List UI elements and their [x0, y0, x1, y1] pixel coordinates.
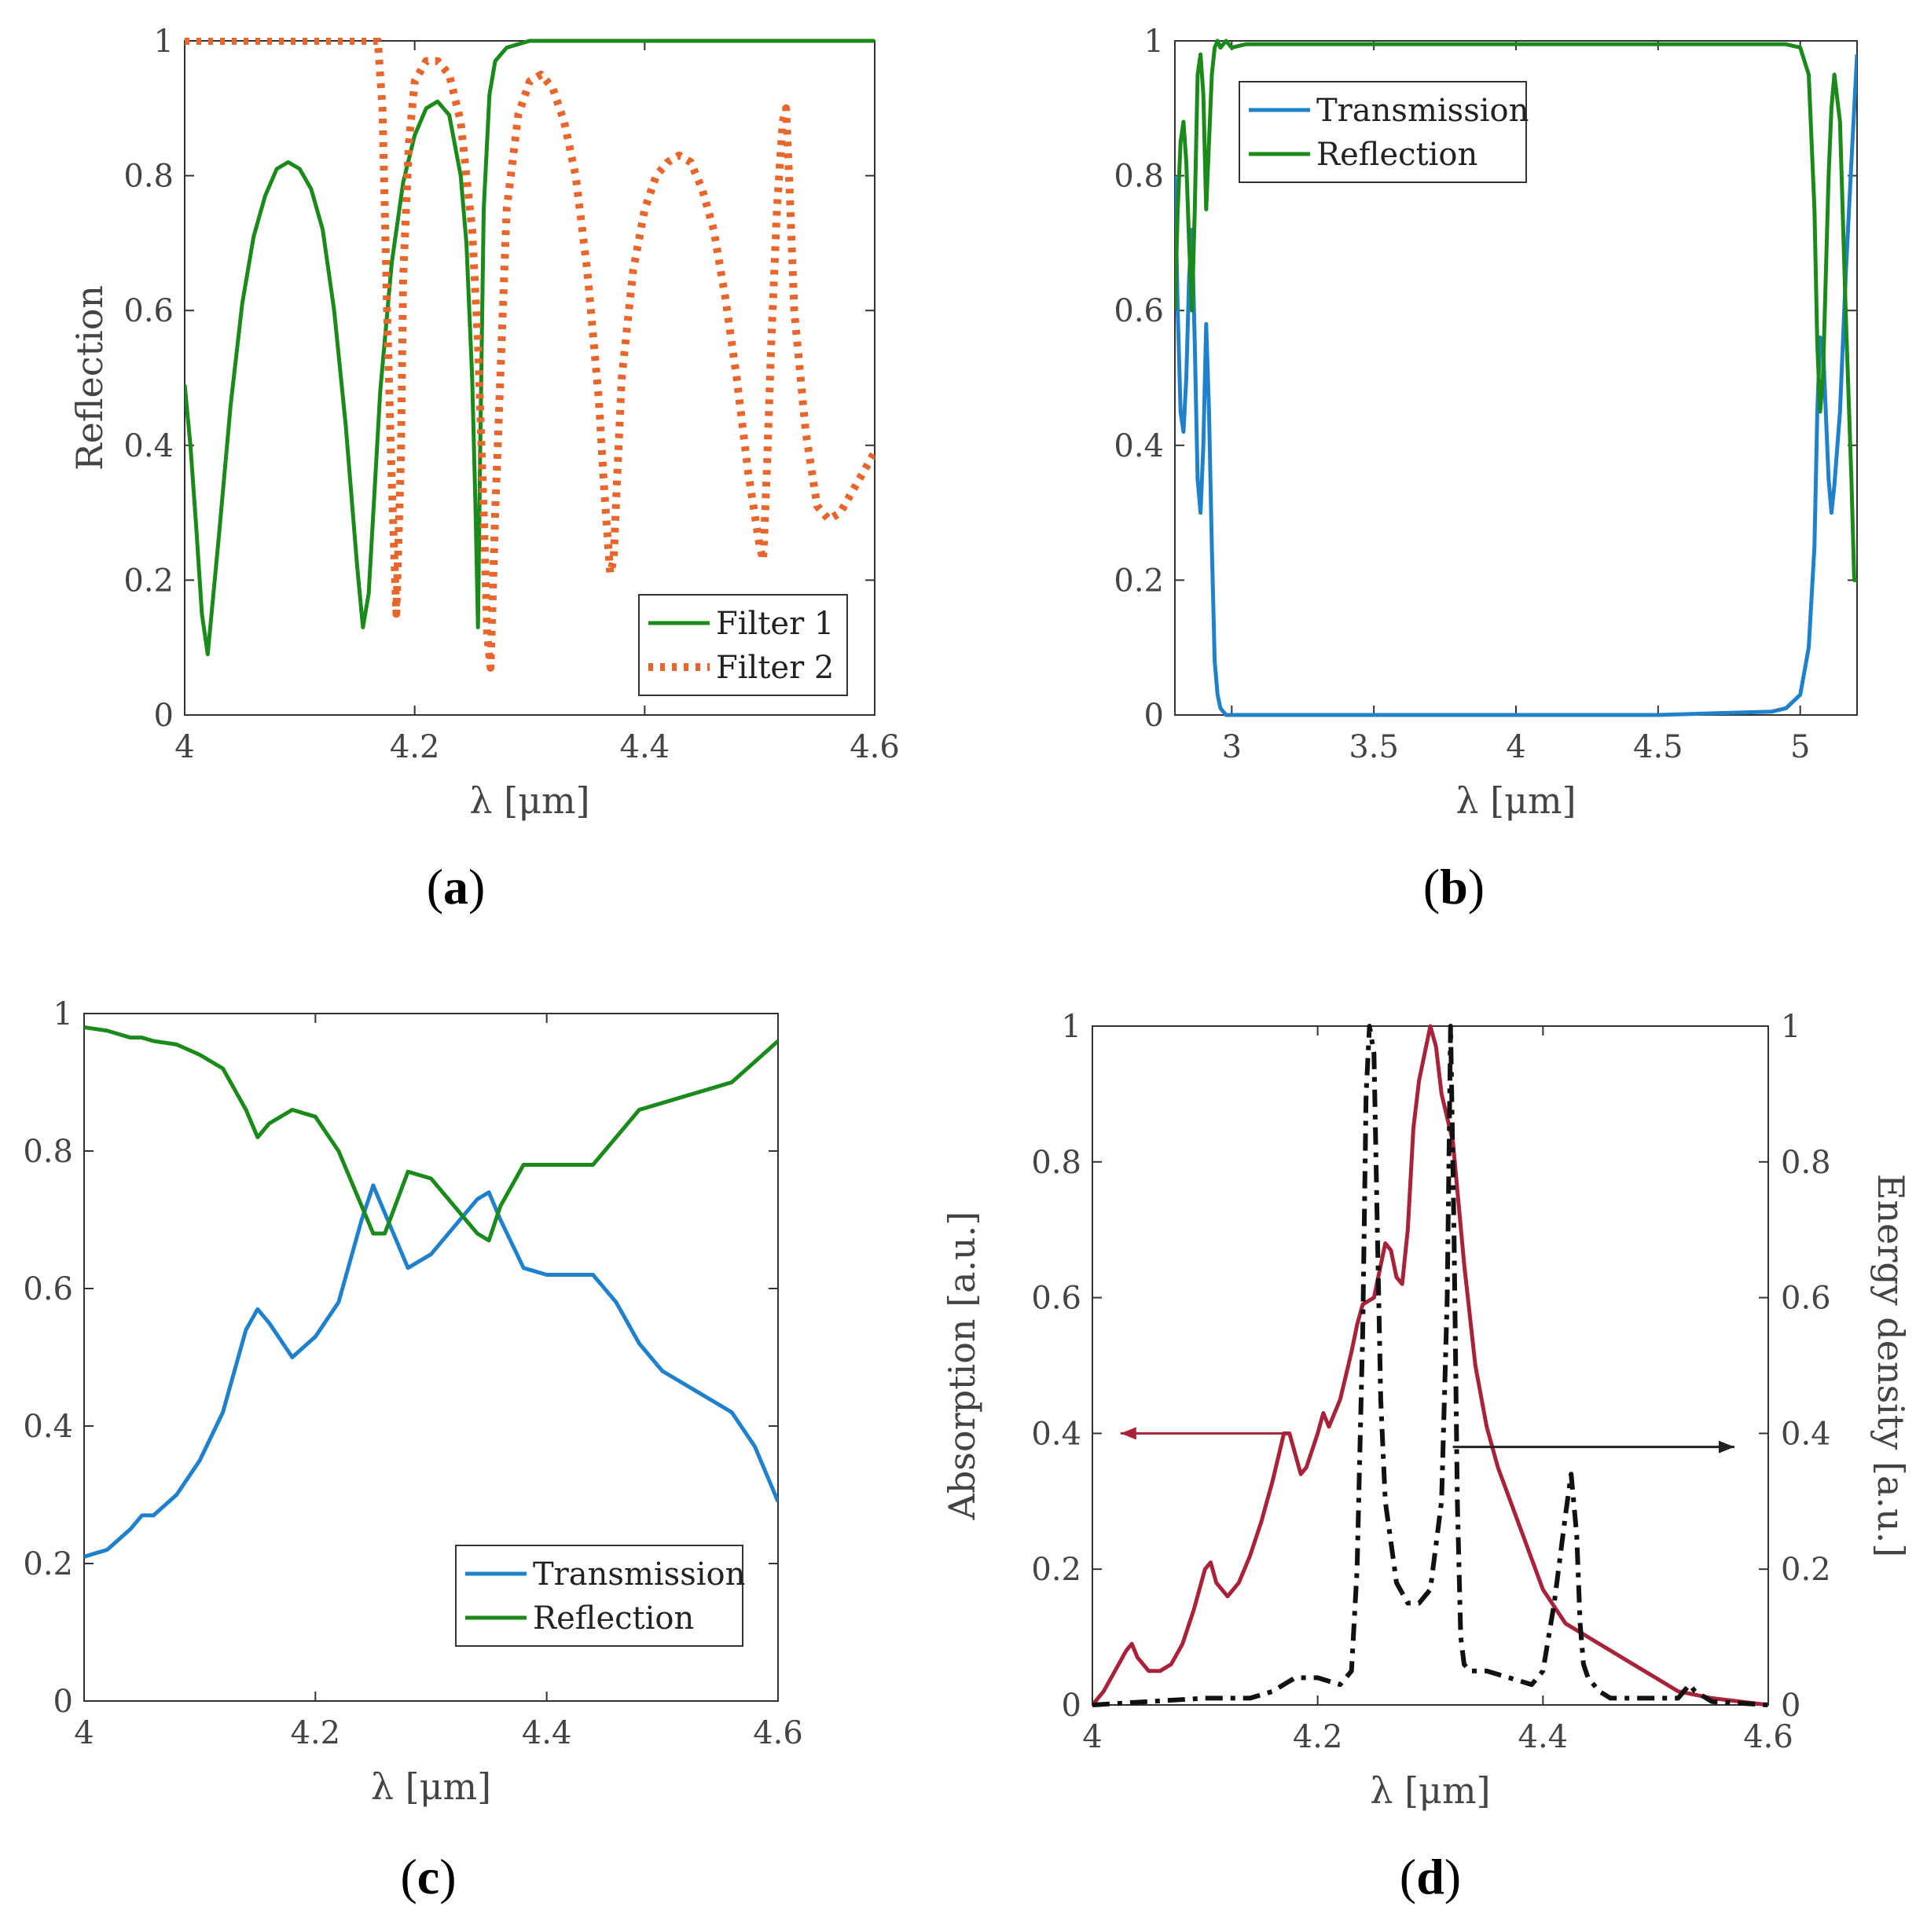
legend-box	[455, 1545, 743, 1647]
x-tick-label: 4.2	[390, 729, 440, 765]
panel-label: (a)	[427, 859, 486, 915]
legend-entry: Filter 2	[716, 650, 834, 686]
series-line-filter-1	[185, 38, 875, 657]
y-tick-label: 0.6	[123, 293, 174, 329]
series-line-transmission	[84, 1183, 778, 1559]
y-right-tick-label: 0.6	[1781, 1281, 1831, 1317]
x-tick-label: 4.6	[1743, 1719, 1793, 1755]
y-right-tick-label: 1	[1781, 1009, 1800, 1045]
series-line-absorption	[1092, 1024, 1768, 1707]
y-tick-label: 0.8	[1114, 159, 1164, 195]
y-tick-label: 1	[154, 24, 174, 60]
y-tick-label: 0	[53, 1684, 73, 1720]
y-axis-label: Reflection	[68, 285, 111, 471]
y-right-tick-label: 0.4	[1781, 1416, 1831, 1452]
x-tick-label: 4.4	[1518, 1719, 1569, 1755]
x-axis-label: λ [μm]	[469, 779, 589, 822]
panel-letter: b	[1440, 859, 1468, 915]
plot-frame	[83, 1013, 779, 1702]
chart-panel-c: 4 4.2 4.4 4.6 0 0.2 0.4 0.6 0.8 1 λ [μm] (c) Transmi…	[23, 996, 802, 1905]
x-axis-label: λ [μm]	[371, 1765, 491, 1808]
legend-entry: Filter 1	[716, 606, 834, 642]
y-tick-label: 0.6	[1114, 293, 1164, 329]
series-line-reflection	[84, 1025, 778, 1243]
y-right-axis-label: Energy density [a.u.]	[1870, 1174, 1912, 1557]
panel-label: (b)	[1423, 859, 1485, 915]
x-axis-label: λ [μm]	[1455, 779, 1576, 822]
series-line-filter-2	[185, 38, 875, 672]
panel-label: (c)	[400, 1849, 456, 1905]
series-line-reflection	[1175, 38, 1857, 582]
x-tick-label: 3.5	[1349, 729, 1399, 765]
y-tick-label: 0.2	[1031, 1552, 1081, 1588]
y-tick-label: 1	[1144, 24, 1164, 60]
y-tick-label: 0	[1062, 1688, 1081, 1724]
legend-entry: Transmission	[533, 1556, 745, 1593]
y-right-tick-label: 0	[1781, 1688, 1800, 1724]
series-line-energy-density	[1092, 1024, 1768, 1707]
x-tick-label: 4.2	[1293, 1719, 1343, 1755]
y-tick-label: 0	[154, 698, 174, 734]
y-right-tick-label: 0.8	[1781, 1145, 1831, 1181]
legend: Filter 1 Filter 2	[638, 594, 848, 696]
y-right-tick-label: 0.2	[1781, 1552, 1831, 1588]
chart-panel-a: 4 4.2 4.4 4.6 0 0.2 0.4 0.6 0.8 1 λ [μm] Reflection…	[68, 24, 900, 915]
x-axis-label: λ [μm]	[1370, 1769, 1490, 1812]
legend-entry: Reflection	[1316, 137, 1477, 173]
x-tick-label: 4.5	[1633, 729, 1683, 765]
y-tick-label: 0.2	[23, 1546, 73, 1582]
chart-panel-d: 4 4.2 4.4 4.600.20.40.60.8100.20.40.60.81λ …	[941, 1009, 1912, 1905]
x-tick-label: 4	[1082, 1719, 1102, 1755]
panel-label: (d)	[1400, 1849, 1461, 1905]
y-tick-label: 0.6	[1031, 1281, 1081, 1317]
legend-box	[1239, 81, 1527, 183]
x-tick-label: 4.4	[620, 729, 670, 765]
y-tick-label: 1	[53, 996, 73, 1032]
legend: Transmission Reflection	[455, 1545, 745, 1647]
x-tick-label: 4	[1506, 729, 1525, 765]
y-tick-label: 0.4	[23, 1409, 73, 1445]
x-tick-label: 4	[174, 729, 194, 765]
y-tick-label: 0	[1144, 698, 1164, 734]
legend-entry: Reflection	[533, 1600, 694, 1637]
panel-letter: d	[1416, 1849, 1444, 1905]
y-tick-label: 0.4	[1114, 428, 1164, 464]
y-tick-label: 0.8	[23, 1134, 73, 1170]
arrow-head-icon	[1719, 1440, 1734, 1454]
y-tick-label: 0.8	[123, 159, 174, 195]
y-tick-label: 0.4	[123, 428, 174, 464]
y-tick-label: 0.4	[1031, 1416, 1081, 1452]
legend-entry: Transmission	[1316, 93, 1529, 129]
x-tick-label: 3	[1222, 729, 1242, 765]
y-tick-label: 1	[1062, 1009, 1081, 1045]
panel-letter: a	[443, 859, 468, 915]
x-tick-label: 4.6	[850, 729, 900, 765]
legend-box	[638, 594, 848, 696]
panel-letter: c	[417, 1849, 439, 1905]
y-tick-label: 0.2	[1114, 563, 1164, 599]
x-tick-label: 4.2	[291, 1715, 341, 1751]
y-tick-label: 0.2	[123, 563, 174, 599]
y-tick-label: 0.6	[23, 1271, 73, 1307]
y-tick-label: 0.8	[1031, 1145, 1081, 1181]
x-tick-label: 4.6	[753, 1715, 803, 1751]
arrow-head-icon	[1120, 1427, 1136, 1440]
x-tick-label: 5	[1790, 729, 1810, 765]
chart-panel-b: 3 3.5 4 4.5 5 0 0.2 0.4 0.6 0.8 1 λ [μm] (b) Transmis…	[1114, 24, 1858, 915]
y-axis-label: Absorption [a.u.]	[941, 1212, 983, 1521]
legend: Transmission Reflection	[1239, 81, 1529, 183]
x-tick-label: 4.4	[522, 1715, 572, 1751]
x-tick-label: 4	[74, 1715, 94, 1751]
